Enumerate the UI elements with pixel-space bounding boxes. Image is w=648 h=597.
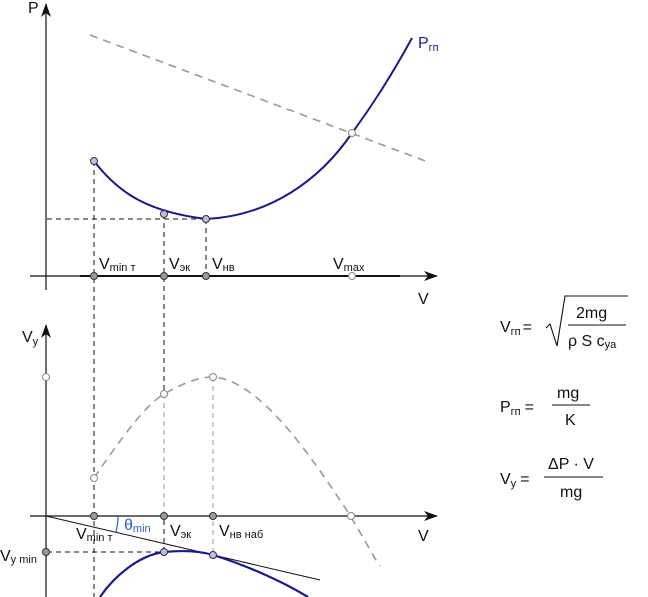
bottom-axis-point-vnv	[209, 512, 217, 520]
vy-solid-curve	[99, 549, 309, 597]
bottom-tick-vmin-t: Vmin т	[76, 526, 113, 544]
vy-dashed-curve	[93, 376, 381, 567]
formula-vgp-lhs: Vгп =	[500, 319, 532, 338]
top-y-axis-label: P	[28, 0, 39, 17]
bottom-open-point-vek	[160, 390, 168, 398]
bottom-x-axis-label: V	[418, 528, 429, 545]
bottom-open-point-vnv	[209, 373, 217, 381]
point-intersection	[348, 129, 356, 137]
bottom-axis-point-vmin	[90, 512, 98, 520]
formula-pgp: Pгп = mg K	[500, 385, 590, 429]
tick-vek: Vэк	[169, 256, 190, 274]
thrust-dashed-line	[89, 34, 429, 163]
theta-arc	[115, 515, 119, 533]
bottom-open-point-vmin	[90, 474, 98, 482]
tick-vymin: Vy min	[0, 548, 37, 566]
axis-point-vek	[160, 272, 168, 280]
theta-min-label: θmin	[124, 517, 151, 535]
bottom-tick-vek: Vэк	[170, 523, 191, 541]
formula-pgp-den: K	[565, 412, 576, 429]
bottom-open-point-yaxis	[42, 373, 50, 381]
formula-vy-den: mg	[560, 484, 582, 501]
sqrt-sign	[545, 295, 628, 347]
bottom-y-axis-label: Vy	[22, 329, 39, 348]
bottom-axis-point-vek	[160, 512, 168, 520]
top-x-axis-label: V	[418, 291, 429, 308]
curve-label-pgp: Pгп	[418, 35, 439, 54]
bottom-tick-vnv-nab: Vнв наб	[219, 523, 263, 541]
tick-vnv: Vнв	[212, 256, 235, 274]
bottom-plot: Vy V Vy min θmin	[0, 324, 438, 597]
formula-vgp-num: 2mg	[576, 305, 607, 322]
axis-point-vnv	[202, 272, 210, 280]
required-thrust-curve	[93, 37, 413, 221]
formula-pgp-lhs: Pгп =	[500, 399, 534, 418]
formula-vgp: Vгп = 2mg ρ S cya	[500, 295, 628, 351]
bottom-open-point-root	[347, 512, 355, 520]
axis-point-vmin	[90, 272, 98, 280]
point-vmin-curve	[90, 157, 98, 165]
point-vnv-curve	[202, 215, 210, 223]
top-plot: P V Pгп Vmin т Vэк Vнв	[28, 0, 439, 597]
tangent-line	[45, 515, 321, 581]
formula-vgp-den: ρ S cya	[568, 333, 617, 351]
point-vek-curve	[160, 210, 168, 218]
yaxis-point-vymin	[42, 548, 50, 556]
formula-pgp-num: mg	[557, 385, 579, 402]
tick-vmax: Vmax	[333, 256, 365, 274]
formula-vy-num: ΔP · V	[548, 456, 594, 473]
point-tangent-curve	[209, 551, 217, 559]
point-vymin-curve	[160, 548, 168, 556]
formula-vy: Vy = ΔP · V mg	[500, 456, 603, 501]
axis-point-vmax	[348, 272, 356, 280]
formula-vy-lhs: Vy =	[500, 471, 530, 490]
tick-vmin-t: Vmin т	[99, 256, 136, 274]
